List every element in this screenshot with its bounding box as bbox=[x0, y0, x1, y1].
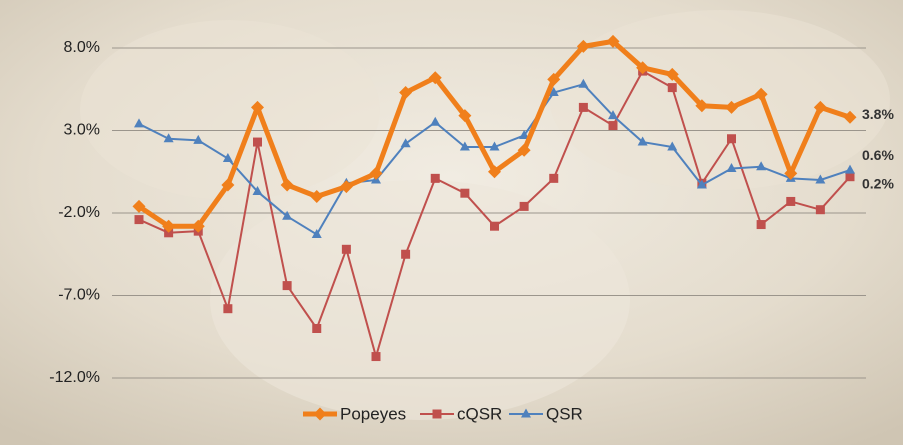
data-marker bbox=[549, 174, 558, 183]
data-marker bbox=[668, 83, 677, 92]
data-marker bbox=[520, 202, 529, 211]
legend-label: QSR bbox=[546, 404, 583, 423]
data-marker bbox=[283, 281, 292, 290]
legend-label: Popeyes bbox=[340, 404, 406, 423]
data-marker bbox=[253, 138, 262, 147]
data-marker bbox=[401, 250, 410, 259]
data-marker bbox=[727, 134, 736, 143]
data-label: 0.6% bbox=[862, 147, 894, 163]
data-marker bbox=[223, 304, 232, 313]
data-marker bbox=[135, 215, 144, 224]
data-marker bbox=[312, 324, 321, 333]
y-tick-label: -2.0% bbox=[58, 204, 100, 221]
data-marker bbox=[460, 189, 469, 198]
y-tick-label: 3.0% bbox=[64, 122, 100, 139]
y-tick-label: -12.0% bbox=[49, 369, 100, 386]
y-tick-label: -7.0% bbox=[58, 287, 100, 304]
legend-marker bbox=[433, 410, 442, 419]
data-marker bbox=[609, 121, 618, 130]
data-marker bbox=[372, 352, 381, 361]
data-marker bbox=[786, 197, 795, 206]
legend-label: cQSR bbox=[457, 404, 502, 423]
page: -12.0% -7.0% -2.0% 3.0% 8.0% 0.2% 0.6% 3.8% Pope… bbox=[0, 0, 903, 445]
data-marker bbox=[490, 222, 499, 231]
data-marker bbox=[431, 174, 440, 183]
background-shape bbox=[550, 10, 890, 190]
data-marker bbox=[816, 205, 825, 214]
data-marker bbox=[757, 220, 766, 229]
chart: -12.0% -7.0% -2.0% 3.0% 8.0% 0.2% 0.6% 3.8% Pope… bbox=[0, 0, 903, 445]
data-label: 0.2% bbox=[862, 175, 894, 191]
data-label: 3.8% bbox=[862, 106, 894, 122]
data-marker bbox=[342, 245, 351, 254]
data-marker bbox=[579, 103, 588, 112]
y-tick-label: 8.0% bbox=[64, 39, 100, 56]
